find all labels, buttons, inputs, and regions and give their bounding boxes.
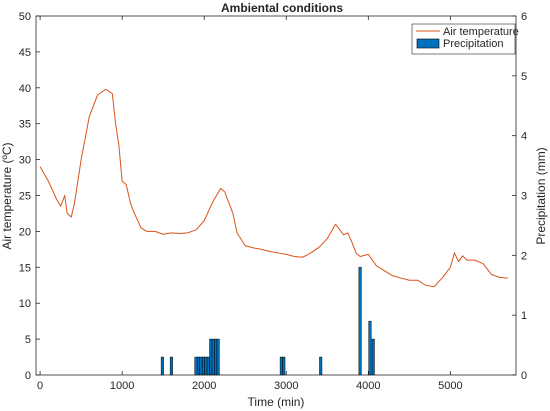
precipitation-bars — [160, 267, 375, 376]
precipitation-bar — [204, 356, 208, 376]
y-left-tick-label: 5 — [25, 334, 31, 346]
precipitation-bar — [216, 338, 220, 376]
y-left-tick-label: 20 — [19, 226, 31, 238]
temperature-line-layer — [39, 88, 508, 288]
legend-label-temperature: Air temperature — [443, 26, 519, 38]
y-left-tick-label: 25 — [19, 191, 31, 203]
y-left-tick-label: 30 — [19, 155, 31, 167]
precipitation-bar — [206, 356, 210, 376]
x-tick-label: 0 — [37, 380, 43, 392]
plot-area-frame — [35, 15, 517, 376]
y-left-tick-label: 40 — [19, 83, 31, 95]
y-right-tick-label: 3 — [521, 191, 527, 203]
y-axis-right-label: Precipitation (mm) — [534, 147, 548, 244]
precipitation-bar — [282, 356, 286, 376]
precipitation-bar — [211, 338, 215, 376]
x-tick-label: 1000 — [110, 380, 134, 392]
legend-label-precipitation: Precipitation — [443, 38, 504, 50]
precipitation-bar — [160, 356, 164, 376]
y-left-tick-label: 0 — [25, 370, 31, 382]
y-right-tick-label: 5 — [521, 71, 527, 83]
x-axis-label: Time (min) — [248, 395, 305, 409]
x-tick-label: 2000 — [192, 380, 216, 392]
precipitation-bar — [199, 356, 203, 376]
precipitation-bar — [368, 320, 372, 376]
precipitation-bar — [371, 338, 375, 376]
y-axis-left-label: Air temperature (ºC) — [0, 142, 14, 249]
y-axis-left: 0 5 10 15 20 25 30 35 40 45 50 — [19, 11, 40, 382]
precipitation-bar — [279, 356, 283, 376]
y-axis-right: 0 1 2 3 4 5 6 — [512, 11, 527, 382]
temperature-line — [39, 88, 508, 288]
y-right-tick-label: 2 — [521, 250, 527, 262]
x-axis: 0 1000 2000 3000 4000 5000 — [37, 16, 463, 392]
legend-swatch-precipitation — [416, 38, 440, 49]
precipitation-bar — [196, 356, 200, 376]
y-right-tick-label: 4 — [521, 131, 527, 143]
y-left-tick-label: 10 — [19, 298, 31, 310]
precipitation-bar — [209, 338, 213, 376]
x-tick-label: 3000 — [274, 380, 298, 392]
x-tick-label: 5000 — [438, 380, 462, 392]
precipitation-bar — [214, 338, 218, 376]
precipitation-bar — [319, 356, 323, 376]
y-right-tick-label: 6 — [521, 11, 527, 23]
precipitation-bar — [194, 356, 198, 376]
precipitation-bar — [358, 267, 362, 376]
y-left-tick-label: 50 — [19, 11, 31, 23]
y-left-tick-label: 35 — [19, 119, 31, 131]
y-right-tick-label: 0 — [521, 370, 527, 382]
precipitation-bar — [169, 356, 173, 376]
y-right-tick-label: 1 — [521, 310, 527, 322]
chart-title: Ambiental conditions — [221, 1, 343, 15]
y-left-tick-label: 45 — [19, 47, 31, 59]
legend: Air temperature Precipitation — [411, 23, 519, 55]
y-left-tick-label: 15 — [19, 262, 31, 274]
x-tick-label: 4000 — [356, 380, 380, 392]
